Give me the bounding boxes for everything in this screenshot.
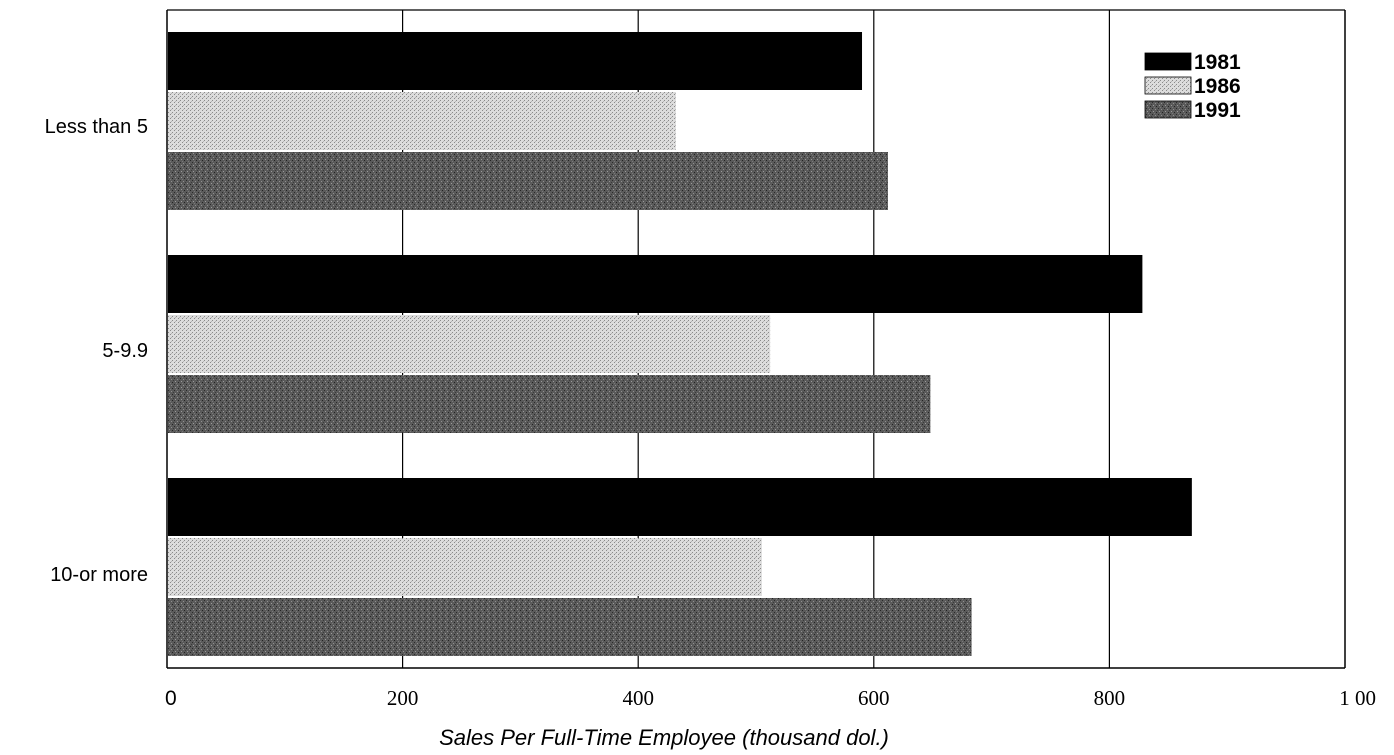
category-labels: Less than 5 5-9.9 10-or more — [45, 116, 148, 586]
legend-label-1981: 1981 — [1194, 51, 1241, 74]
x-tick-label-800: 800 — [1094, 686, 1126, 710]
axes — [166, 9, 1346, 669]
bar-1986-0 — [168, 92, 676, 150]
legend-label-1986: 1986 — [1194, 75, 1241, 98]
bar-1981-2 — [168, 478, 1192, 536]
x-axis-label: Sales Per Full-Time Employee (thousand d… — [439, 725, 889, 750]
bar-1991-1 — [168, 375, 931, 433]
category-label-0: Less than 5 — [45, 116, 148, 138]
x-tick-label-600: 600 — [858, 686, 890, 710]
legend-label-1991: 1991 — [1194, 99, 1241, 122]
x-tick-label-0: 0 — [165, 687, 177, 710]
category-label-1: 5-9.9 — [102, 340, 148, 362]
bars — [168, 32, 1192, 656]
legend-swatch-1981 — [1144, 52, 1192, 71]
bar-1991-2 — [168, 598, 972, 656]
bar-1981-1 — [168, 255, 1143, 313]
x-tick-labels: 0 200 400 600 800 1 00 — [165, 686, 1376, 710]
bar-1986-1 — [168, 315, 771, 373]
x-tick-label-1000: 1 00 — [1339, 686, 1376, 710]
x-tick-label-400: 400 — [622, 686, 654, 710]
x-tick-label-200: 200 — [387, 686, 419, 710]
bar-1986-2 — [168, 538, 762, 596]
legend-swatch-1986 — [1144, 76, 1192, 95]
category-label-2: 10-or more — [50, 564, 148, 586]
legend-swatch-1991 — [1144, 100, 1192, 119]
bar-1991-0 — [168, 152, 888, 210]
bar-1981-0 — [168, 32, 863, 90]
